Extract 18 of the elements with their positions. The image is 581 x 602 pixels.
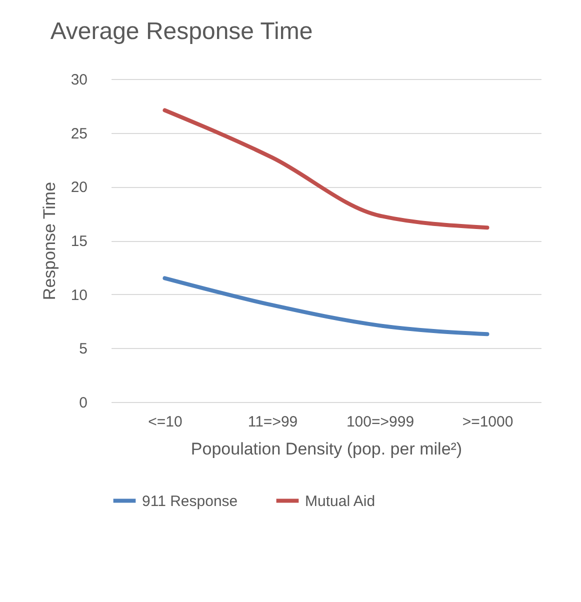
y-tick-label: 15 [70, 233, 88, 250]
chart-title: Average Response Time [50, 18, 313, 45]
y-tick-label: 5 [79, 340, 88, 358]
x-tick-label: 11=>99 [248, 414, 298, 430]
legend-label: Mutual Aid [305, 492, 376, 510]
y-tick-label: 30 [70, 72, 88, 88]
x-tick-label: 100=>999 [346, 414, 414, 430]
y-tick-label: 0 [79, 394, 88, 412]
y-tick-label: 20 [70, 179, 88, 196]
x-tick-label: <=10 [148, 414, 182, 430]
x-tick-label: >=1000 [462, 414, 514, 430]
legend-label: 911 Response [142, 492, 238, 510]
y-tick-label: 25 [70, 125, 88, 142]
y-axis-title: Response Time [40, 182, 59, 300]
line-series [162, 276, 490, 336]
line-series [162, 108, 490, 230]
y-tick-label: 10 [70, 286, 88, 304]
x-axis-title: Popoulation Density (pop. per mile²) [190, 440, 462, 458]
